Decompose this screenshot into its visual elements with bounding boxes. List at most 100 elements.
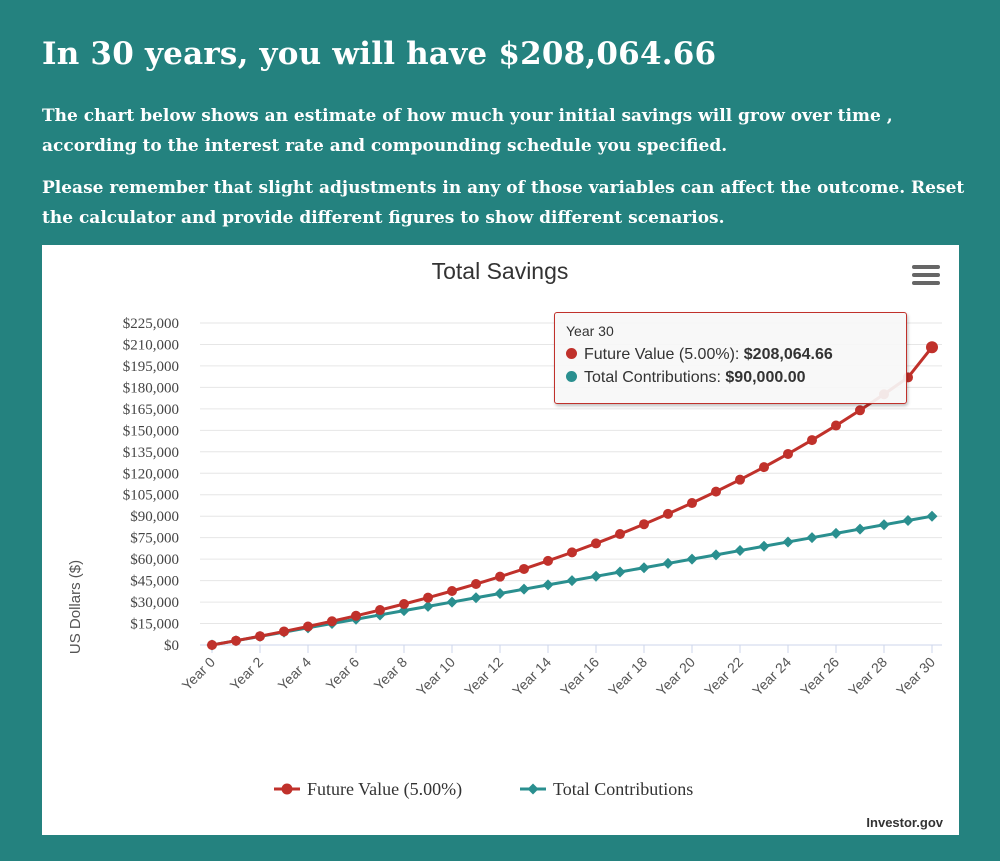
data-point: [926, 510, 938, 522]
data-point: [854, 523, 866, 535]
x-tick-label: Year 0: [179, 654, 219, 694]
data-point: [567, 547, 577, 558]
y-tick-label: $180,000: [123, 380, 179, 396]
data-point: [831, 420, 841, 431]
x-tick-label: Year 4: [275, 654, 315, 694]
x-axis-ticks: Year 0 Year 2 Year 4 Year 6 Year 8 Year 10 Yea…: [179, 645, 938, 699]
legend-item-future-value[interactable]: Future Value (5.00%): [274, 779, 462, 800]
data-point: [231, 635, 241, 646]
headline: In 30 years, you will have $208,064.66: [42, 36, 717, 72]
chart-menu-button[interactable]: [912, 265, 940, 291]
x-tick-label: Year 20: [653, 654, 698, 699]
x-tick-label: Year 10: [413, 654, 458, 699]
y-tick-label: $90,000: [130, 509, 179, 525]
legend-marker-circle-icon: [281, 783, 293, 795]
y-tick-label: $225,000: [123, 316, 179, 332]
future-value-dot-icon: [566, 348, 577, 359]
data-point: [926, 341, 938, 354]
data-point: [494, 587, 506, 599]
tooltip-row-contributions: Total Contributions: $90,000.00: [566, 366, 906, 389]
data-point: [255, 631, 265, 642]
data-point: [710, 549, 722, 561]
data-point: [423, 592, 433, 603]
data-point: [207, 640, 217, 650]
data-point: [687, 498, 697, 509]
series-layer: [206, 341, 938, 651]
y-axis-ticks: $0 $15,000 $30,000 $45,000 $60,000 $75,000 $90…: [123, 316, 179, 654]
chart-title: Total Savings: [432, 258, 569, 284]
y-tick-label: $195,000: [123, 359, 179, 375]
data-point: [375, 605, 385, 616]
y-tick-label: $15,000: [130, 617, 179, 633]
y-tick-label: $45,000: [130, 574, 179, 590]
data-point: [759, 462, 769, 473]
data-point: [878, 519, 890, 531]
y-tick-label: $30,000: [130, 595, 179, 611]
hamburger-menu-icon: [912, 265, 940, 269]
intro-paragraph: The chart below shows an estimate of how…: [42, 106, 893, 156]
x-tick-label: Year 22: [701, 654, 746, 699]
x-tick-label: Year 30: [893, 654, 938, 699]
x-tick-label: Year 16: [557, 654, 602, 699]
x-tick-label: Year 28: [845, 654, 890, 699]
data-point: [447, 585, 457, 596]
tooltip-title: Year 30: [566, 323, 614, 339]
y-tick-label: $60,000: [130, 552, 179, 568]
x-tick-label: Year 8: [371, 654, 411, 694]
y-axis-label: US Dollars ($): [67, 560, 84, 654]
data-point: [351, 610, 361, 621]
data-point: [399, 599, 409, 610]
data-point: [470, 592, 482, 604]
data-point: [543, 555, 553, 566]
y-tick-label: $120,000: [123, 466, 179, 482]
data-point: [758, 540, 770, 552]
contributions-dot-icon: [566, 371, 577, 382]
credit-text: Investor.gov: [866, 815, 943, 830]
data-point: [783, 448, 793, 459]
data-point: [782, 536, 794, 548]
data-point: [830, 527, 842, 539]
data-point: [855, 405, 865, 416]
x-tick-label: Year 24: [749, 654, 794, 699]
data-point: [566, 575, 578, 587]
x-tick-label: Year 18: [605, 654, 650, 699]
data-point: [591, 538, 601, 549]
hamburger-menu-bar: [912, 281, 940, 285]
chart-panel: Total Savings US Dollars ($) $0 $15,000 $3…: [42, 245, 959, 835]
legend[interactable]: Future Value (5.00%) Total Contributions: [274, 779, 693, 800]
legend-marker-diamond-icon: [527, 783, 539, 795]
data-point: [663, 508, 673, 519]
data-point: [279, 626, 289, 637]
y-tick-label: $150,000: [123, 423, 179, 439]
legend-item-contributions[interactable]: Total Contributions: [520, 779, 693, 799]
data-point: [495, 571, 505, 582]
data-point: [518, 583, 530, 595]
data-point: [327, 616, 337, 627]
data-point: [638, 562, 650, 574]
y-tick-label: $135,000: [123, 445, 179, 461]
tooltip-value: $90,000.00: [725, 369, 806, 386]
disclaimer-paragraph: Please remember that slight adjustments …: [42, 178, 965, 228]
legend-label: Future Value (5.00%): [307, 779, 462, 800]
data-point: [614, 566, 626, 578]
data-point: [639, 519, 649, 530]
tooltip-series-name: Future Value (5.00%): [584, 346, 735, 363]
x-tick-label: Year 6: [323, 654, 363, 694]
y-tick-label: $105,000: [123, 488, 179, 504]
x-tick-label: Year 12: [461, 654, 506, 699]
tooltip-value: $208,064.66: [743, 346, 833, 363]
y-tick-label: $0: [164, 638, 179, 654]
data-point: [303, 621, 313, 632]
data-point: [686, 553, 698, 565]
data-point: [902, 514, 914, 526]
y-tick-label: $75,000: [130, 531, 179, 547]
data-point: [615, 529, 625, 540]
hamburger-menu-bar: [912, 273, 940, 277]
data-point: [542, 579, 554, 591]
data-point: [590, 570, 602, 582]
data-tooltip: Year 30 Future Value (5.00%): $208,064.6…: [554, 312, 907, 404]
data-point: [471, 579, 481, 590]
data-point: [446, 596, 458, 608]
x-tick-label: Year 26: [797, 654, 842, 699]
x-tick-label: Year 14: [509, 654, 554, 699]
